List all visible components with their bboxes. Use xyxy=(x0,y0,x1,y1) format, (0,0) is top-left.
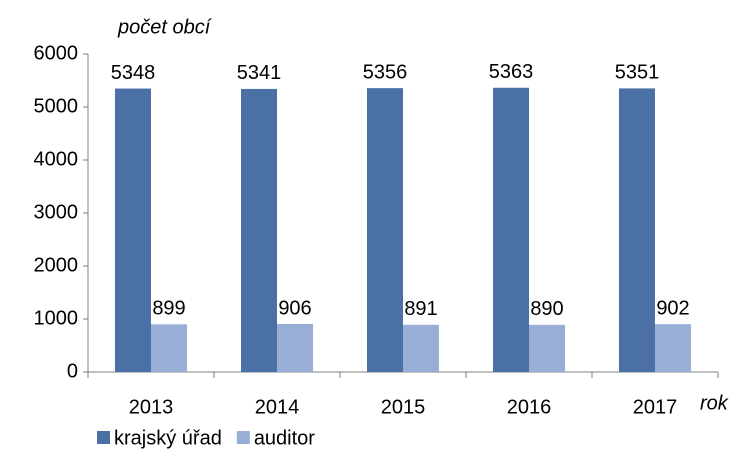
y-tick-label: 1000 xyxy=(34,307,79,329)
bar xyxy=(115,88,151,372)
data-label: 5341 xyxy=(237,62,282,84)
bar xyxy=(529,324,565,372)
legend-swatch xyxy=(236,431,250,444)
y-tick-label: 6000 xyxy=(34,42,79,64)
data-label: 5356 xyxy=(363,61,408,83)
bar xyxy=(403,324,439,372)
bar xyxy=(277,323,313,372)
y-tick-label: 4000 xyxy=(34,148,79,170)
x-axis-label: rok xyxy=(700,392,729,414)
bar xyxy=(655,324,691,372)
data-label: 890 xyxy=(530,298,563,320)
y-tick-label: 3000 xyxy=(34,201,79,223)
legend-label: krajský úřad xyxy=(114,427,222,449)
data-label: 906 xyxy=(278,297,311,319)
bar xyxy=(367,88,403,372)
data-label: 899 xyxy=(152,298,185,320)
y-axis-label: počet obcí xyxy=(117,16,213,38)
y-tick-label: 2000 xyxy=(34,254,79,276)
data-label: 5351 xyxy=(615,62,660,84)
data-label: 5348 xyxy=(111,62,156,84)
data-label: 891 xyxy=(404,298,437,320)
bar xyxy=(619,88,655,372)
x-tick-label: 2015 xyxy=(381,396,426,418)
x-tick-label: 2014 xyxy=(255,396,300,418)
y-tick-label: 5000 xyxy=(34,95,79,117)
legend-swatch xyxy=(97,431,110,444)
data-label: 902 xyxy=(656,297,689,319)
x-tick-label: 2013 xyxy=(129,396,174,418)
bar xyxy=(151,324,187,372)
data-label: 5363 xyxy=(489,61,534,83)
x-tick-label: 2016 xyxy=(507,396,552,418)
legend-label: auditor xyxy=(254,427,315,449)
bar xyxy=(493,87,529,373)
x-tick-label: 2017 xyxy=(633,396,678,418)
y-tick-label: 0 xyxy=(67,360,78,382)
bar xyxy=(241,88,277,372)
